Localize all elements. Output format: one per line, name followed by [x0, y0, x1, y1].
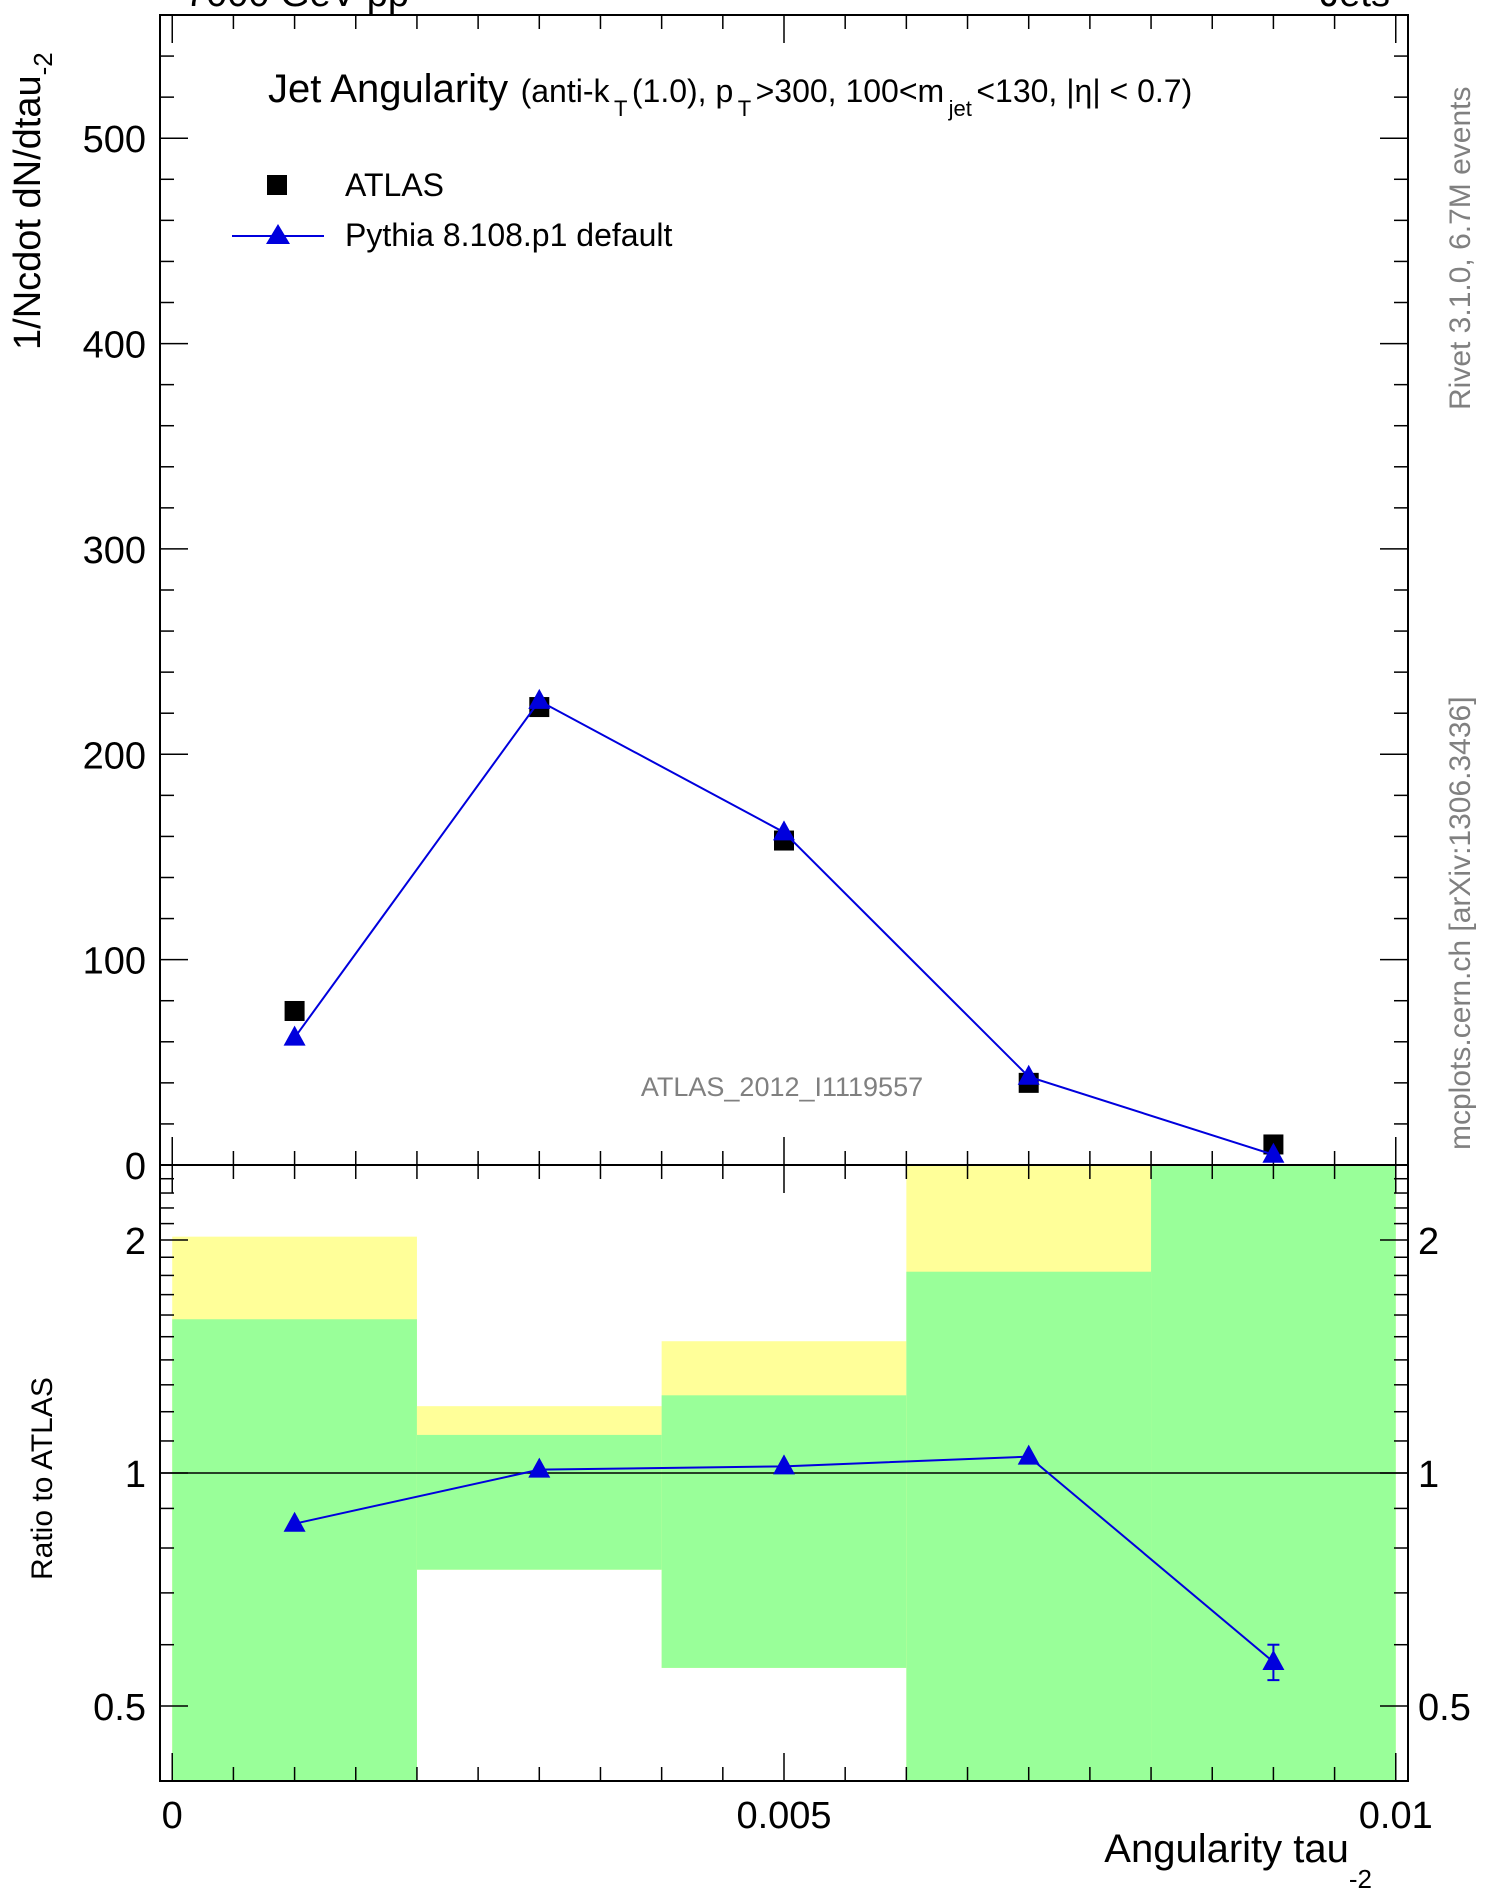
legend-pythia-marker: [266, 224, 290, 244]
legend-pythia-label: Pythia 8.108.p1 default: [345, 217, 672, 253]
ratio-y-tick-label-right: 2: [1418, 1221, 1439, 1263]
ratio-axes: 0.5 0.5 1 1 2 2 0 0.005 0.01: [93, 1164, 1471, 1837]
main-axes: 0 100 200 300 400 500: [83, 14, 1409, 1188]
pythia-point: [528, 688, 551, 709]
main-y-tick-label: 0: [125, 1146, 146, 1188]
chart-title: Jet Angularity (anti-k T (1.0), p T >300…: [268, 67, 1192, 121]
ratio-y-axis-label: Ratio to ATLAS: [26, 1377, 59, 1580]
ratio-pythia-point: [773, 1454, 795, 1475]
x-axis-label: Angularity tau-2: [1104, 1827, 1372, 1894]
pythia-point: [1262, 1142, 1285, 1163]
ratio-pythia-point: [283, 1511, 306, 1532]
ratio-y-tick-label: 1: [125, 1454, 146, 1496]
x-tick-label: 0.005: [736, 1795, 831, 1837]
pythia-point: [283, 1025, 306, 1046]
pythia-point: [1017, 1064, 1040, 1085]
main-y-tick-label: 300: [83, 530, 146, 572]
atlas-point: [284, 1000, 305, 1021]
ratio-band-inner-1: [416, 1434, 662, 1570]
side-label-bottom: mcplots.cern.ch [arXiv:1306.3436]: [1444, 696, 1477, 1150]
header-right: Jets: [1320, 0, 1390, 15]
main-y-tick-label: 400: [83, 325, 146, 367]
ratio-series: [283, 1444, 1285, 1682]
ratio-y-tick-label-right: 1: [1418, 1454, 1439, 1496]
ratio-band-inner-2: [661, 1395, 907, 1668]
pythia-point: [773, 820, 795, 841]
watermark-label: ATLAS_2012_I1119557: [641, 1072, 923, 1102]
ratio-y-tick-label: 2: [125, 1221, 146, 1263]
header-left: 7000 GeV pp: [185, 0, 409, 15]
x-tick-label: 0.01: [1359, 1795, 1433, 1837]
legend-atlas-marker: [267, 175, 287, 195]
ratio-pythia-point: [1262, 1649, 1285, 1670]
side-label-top: Rivet 3.1.0, 6.7M events: [1444, 87, 1477, 411]
legend-atlas-label: ATLAS: [345, 167, 444, 203]
ratio-band-inner-0: [172, 1319, 417, 1781]
main-y-tick-label: 500: [83, 119, 146, 161]
main-y-axis-label: 1/Ncdot dN/dtau-2: [7, 52, 58, 350]
ratio-pythia-point: [528, 1457, 551, 1478]
legend: ATLAS Pythia 8.108.p1 default: [232, 167, 672, 253]
main-y-tick-label: 100: [83, 941, 146, 983]
main-y-tick-label: 200: [83, 735, 146, 777]
ratio-y-tick-label: 0.5: [93, 1687, 146, 1729]
ratio-band-inner-3: [906, 1271, 1152, 1781]
x-tick-label: 0: [162, 1795, 183, 1837]
ratio-pythia-point: [1017, 1444, 1040, 1465]
main-series: [283, 688, 1285, 1163]
ratio-y-tick-label-right: 0.5: [1418, 1687, 1471, 1729]
